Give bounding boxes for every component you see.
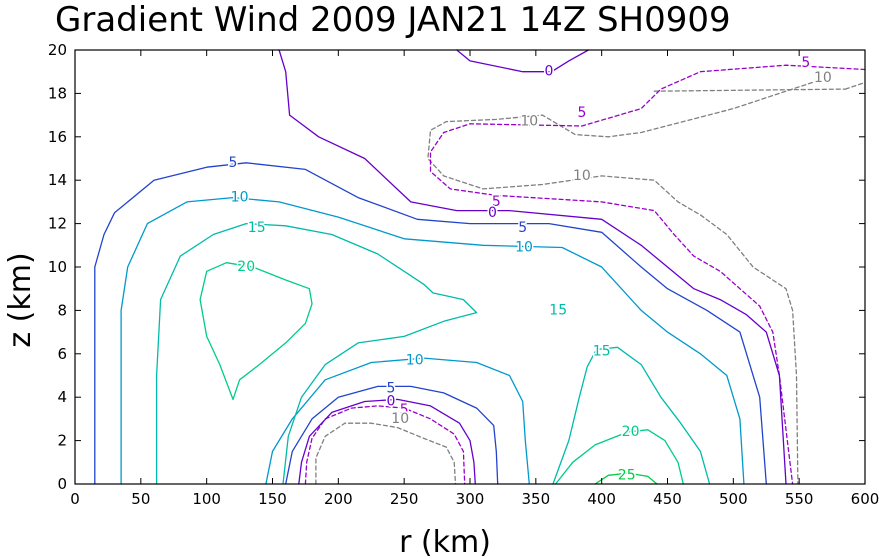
contour-line-15-14 bbox=[552, 346, 711, 485]
x-tick-label-11: 550 bbox=[785, 490, 814, 508]
contour-line-0-6 bbox=[278, 49, 787, 485]
y-tick-label-3: 6 bbox=[57, 345, 67, 363]
y-axis-ticks: 0 2 4 6 8 10 12 14 16 18 20 bbox=[48, 41, 865, 493]
contour-label-19: 5 bbox=[400, 402, 409, 418]
x-tick-label-9: 450 bbox=[653, 490, 682, 508]
contour-label-4: 10 bbox=[520, 114, 538, 130]
contour-label-3: 5 bbox=[577, 105, 586, 121]
y-tick-label-7: 14 bbox=[48, 171, 67, 189]
x-tick-label-10: 500 bbox=[719, 490, 748, 508]
contour-label-21: 20 bbox=[622, 424, 640, 440]
contour-line--10-3 bbox=[315, 422, 457, 485]
contour-lines bbox=[94, 49, 866, 485]
x-tick-label-4: 200 bbox=[324, 490, 353, 508]
contour-label-6: 5 bbox=[492, 194, 501, 210]
contour-label-2: 10 bbox=[814, 70, 832, 86]
contour-label-18: 0 bbox=[387, 394, 396, 410]
y-tick-label-9: 18 bbox=[48, 84, 67, 102]
contour-label-0: 0 bbox=[545, 64, 554, 80]
contour-line--5-5 bbox=[304, 405, 466, 485]
contour-label-1: 5 bbox=[801, 55, 810, 71]
contour-label-7: 0 bbox=[488, 205, 497, 221]
y-tick-label-5: 10 bbox=[48, 258, 67, 276]
contour-line-5-9 bbox=[94, 162, 767, 485]
x-tick-label-0: 0 bbox=[70, 490, 80, 508]
y-tick-label-2: 4 bbox=[57, 388, 67, 406]
contour-line--5-4 bbox=[429, 64, 866, 485]
x-tick-label-6: 300 bbox=[456, 490, 485, 508]
contour-label-8: 5 bbox=[518, 220, 527, 236]
contour-label-12: 15 bbox=[248, 220, 266, 236]
contour-line-0-8 bbox=[298, 398, 476, 485]
contour-line--10-2 bbox=[427, 81, 813, 485]
x-tick-label-3: 150 bbox=[258, 490, 287, 508]
plot-frame bbox=[74, 49, 866, 485]
contour-label-22: 25 bbox=[618, 467, 636, 483]
contour-line-5-10 bbox=[285, 385, 499, 485]
chart-title: Gradient Wind 2009 JAN21 14Z SH0909 bbox=[55, 0, 731, 40]
x-axis-ticks: 0 50 100 150 200 250 300 350 400 450 500 550 600 bbox=[70, 50, 879, 508]
y-tick-label-0: 0 bbox=[57, 475, 67, 493]
contour-line-10-11 bbox=[120, 196, 745, 485]
contour-label-15: 10 bbox=[406, 352, 424, 368]
y-tick-label-6: 12 bbox=[48, 215, 67, 233]
x-tick-label-7: 350 bbox=[522, 490, 551, 508]
contour-label-5: 10 bbox=[573, 168, 591, 184]
x-tick-label-5: 250 bbox=[390, 490, 419, 508]
contour-label-10: 5 bbox=[229, 155, 238, 171]
y-tick-label-1: 2 bbox=[57, 432, 67, 450]
contour-label-13: 20 bbox=[237, 259, 255, 275]
y-tick-label-4: 8 bbox=[57, 301, 67, 319]
y-axis-label: z (km) bbox=[3, 252, 38, 347]
y-tick-label-10: 20 bbox=[48, 41, 67, 59]
contour-label-11: 10 bbox=[231, 190, 249, 206]
x-tick-label-2: 100 bbox=[192, 490, 221, 508]
contour-line-15-13 bbox=[155, 222, 478, 485]
x-tick-label-1: 50 bbox=[131, 490, 150, 508]
contour-line-0-7 bbox=[456, 49, 590, 73]
x-axis-label: r (km) bbox=[399, 525, 491, 559]
contour-label-20: 10 bbox=[391, 411, 409, 427]
contour-line-20-15 bbox=[199, 262, 313, 401]
contour-line--10-0 bbox=[844, 81, 866, 90]
x-tick-label-12: 600 bbox=[851, 490, 879, 508]
contour-label-16: 15 bbox=[593, 344, 611, 360]
contour-line--10-1 bbox=[653, 88, 846, 92]
x-tick-label-8: 400 bbox=[587, 490, 616, 508]
contour-line-25-17 bbox=[594, 472, 658, 485]
contour-line-20-16 bbox=[554, 429, 684, 485]
contour-label-14: 15 bbox=[549, 302, 567, 318]
y-tick-label-8: 16 bbox=[48, 128, 67, 146]
contour-label-17: 5 bbox=[387, 381, 396, 397]
contour-line-10-12 bbox=[265, 357, 530, 485]
contour-label-9: 10 bbox=[515, 240, 533, 256]
